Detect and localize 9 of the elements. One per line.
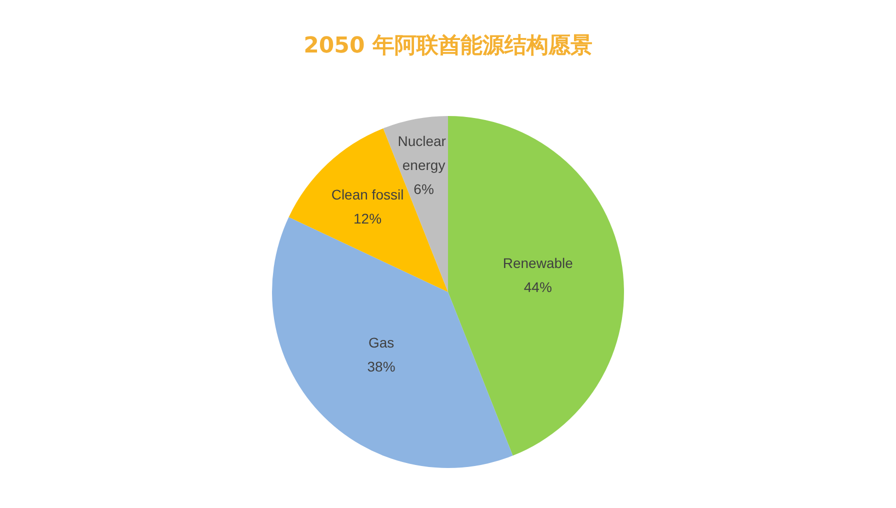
data-label: 44% bbox=[524, 278, 552, 295]
slice-label: Nuclear energy bbox=[398, 133, 450, 174]
data-label: 12% bbox=[354, 210, 382, 226]
chart-title: 2050 年阿联酋能源结构愿景 bbox=[304, 34, 592, 58]
slice-label: Gas bbox=[368, 334, 394, 351]
data-label: 38% bbox=[367, 358, 396, 375]
slice-label: Clean fossil bbox=[331, 186, 404, 202]
data-label: 6% bbox=[414, 181, 434, 198]
slice-label: Renewable bbox=[502, 254, 574, 271]
